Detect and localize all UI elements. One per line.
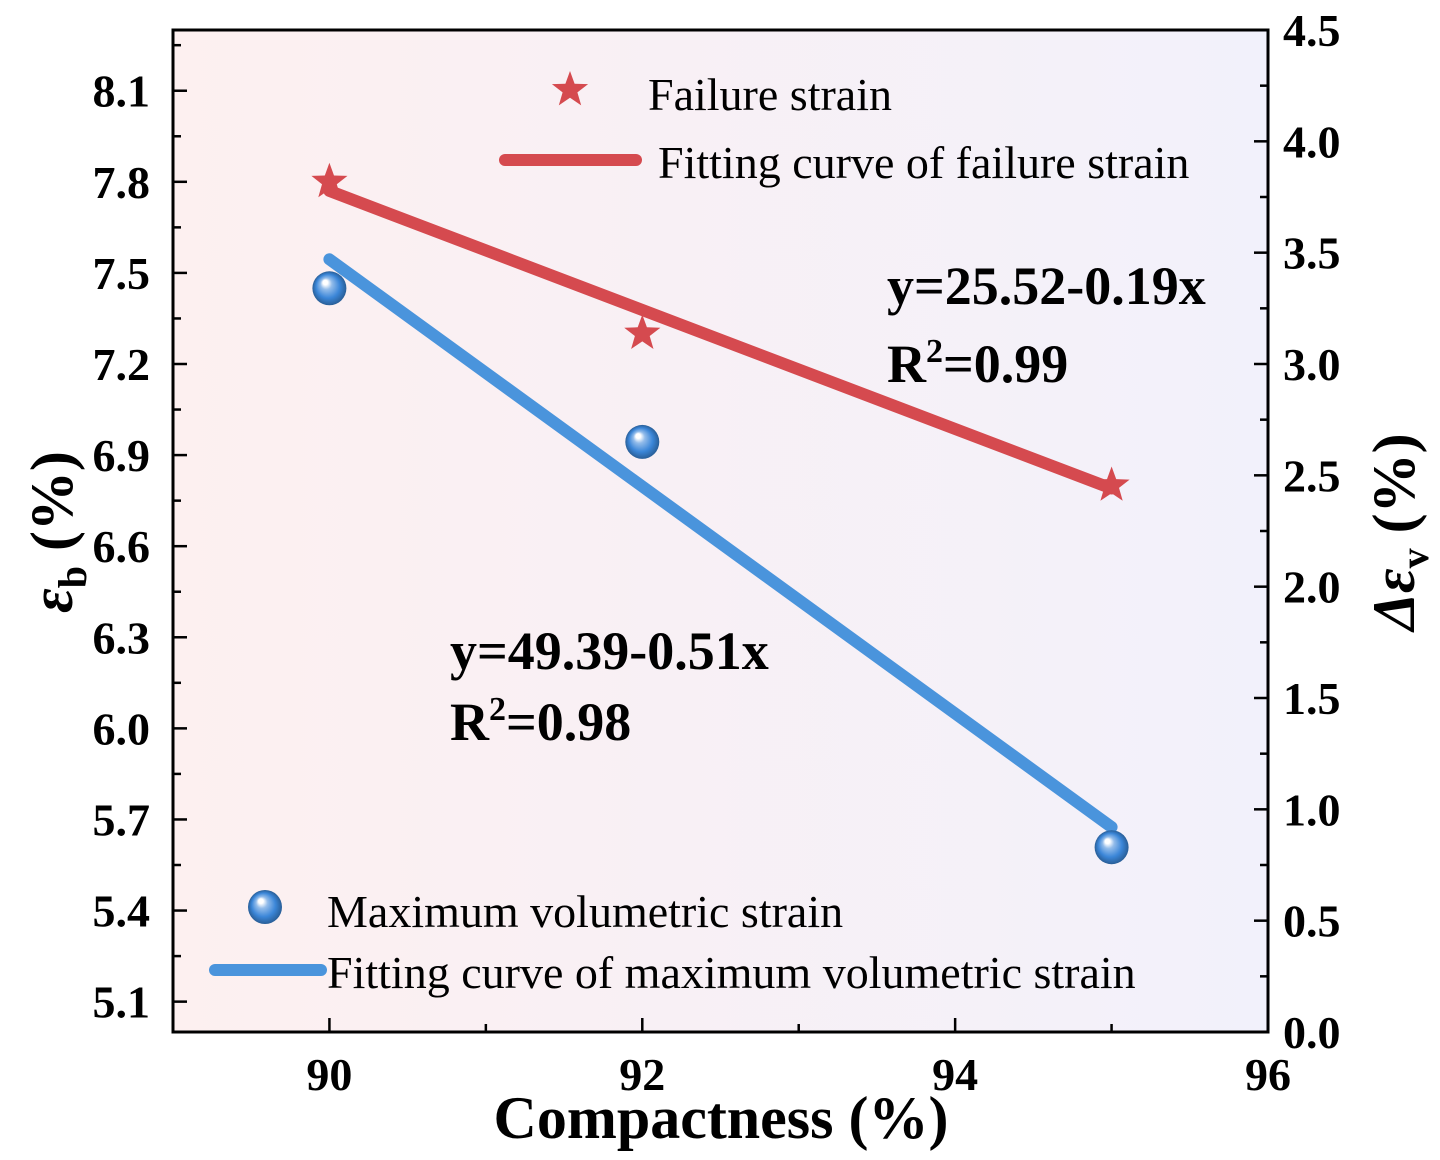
- point-maximum-volumetric-strain-92: [625, 424, 660, 459]
- fit-lines: [323, 184, 1118, 834]
- y-right-title-subscript: v: [1392, 548, 1437, 568]
- y-right-tick-label-4.5: 4.5: [1283, 5, 1341, 56]
- y-left-title-subscript: b: [50, 566, 95, 588]
- y-left-tick-label-6.9: 6.9: [93, 430, 151, 481]
- annotation-volumetric-r-power: 2: [489, 691, 506, 728]
- point-failure-strain-95: [1093, 466, 1130, 501]
- y-right-tick-label-1.5: 1.5: [1283, 673, 1341, 724]
- y-left-tick-label-6.6: 6.6: [93, 521, 151, 572]
- y-left-tick-label-7.2: 7.2: [93, 339, 151, 390]
- legend-swatch-maximum-volumetric-strain: [248, 890, 282, 924]
- y-left-tick-label-8.1: 8.1: [93, 66, 151, 117]
- legend-label-maximum-volumetric-strain: Maximum volumetric strain: [327, 886, 843, 937]
- y-left-tick-label-5.1: 5.1: [93, 977, 151, 1028]
- y-left-tick-label-7.5: 7.5: [93, 248, 151, 299]
- y-left-title-symbol: ε: [19, 588, 85, 613]
- y-left-tick-label-5.7: 5.7: [93, 795, 151, 846]
- x-tick-label-90: 90: [306, 1049, 352, 1100]
- point-maximum-volumetric-strain-95: [1094, 830, 1129, 865]
- y-left-tick-label-7.8: 7.8: [93, 157, 151, 208]
- y-right-title-unit: (%): [1361, 433, 1427, 548]
- legend-swatches: [209, 71, 642, 976]
- legend-top: Failure strain Fitting curve of failure …: [648, 69, 1189, 188]
- point-failure-strain-92: [624, 314, 661, 349]
- annotation-failure-equation: y=25.52-0.19x: [887, 256, 1206, 316]
- y-right-tick-label-3.0: 3.0: [1283, 339, 1341, 390]
- legend-swatch-failure-strain: [551, 71, 589, 106]
- y-left-title-unit: (%): [19, 451, 85, 566]
- annotation-failure-strain-fit: y=25.52-0.19x R2=0.99: [887, 256, 1206, 394]
- point-maximum-volumetric-strain-90: [312, 271, 347, 306]
- y-right-tick-label-2.5: 2.5: [1283, 450, 1341, 501]
- x-tick-label-94: 94: [932, 1049, 978, 1100]
- x-tick-label-96: 96: [1245, 1049, 1291, 1100]
- y-left-tick-label-6.3: 6.3: [93, 612, 151, 663]
- fit-line-fitting-curve-of-maximum-volumetric-strain: [323, 253, 1118, 834]
- y-right-tick-label-4.0: 4.0: [1283, 116, 1341, 167]
- fit-line-fitting-curve-of-failure-strain: [323, 184, 1118, 495]
- annotation-volumetric-r2: R2=0.98: [450, 691, 631, 752]
- y-right-tick-label-3.5: 3.5: [1283, 228, 1341, 279]
- annotation-failure-r-value: =0.99: [943, 334, 1068, 394]
- axis-ticks: [173, 28, 1270, 1034]
- data-markers: [311, 162, 1130, 865]
- annotation-failure-r-power: 2: [926, 333, 943, 370]
- annotation-volumetric-equation: y=49.39-0.51x: [450, 621, 769, 681]
- annotation-volumetric-r-value: =0.98: [506, 692, 631, 752]
- annotation-volumetric-strain-fit: y=49.39-0.51x R2=0.98: [450, 621, 769, 752]
- annotation-failure-r2: R2=0.99: [887, 333, 1068, 394]
- y-right-tick-label-0.0: 0.0: [1283, 1007, 1341, 1058]
- point-failure-strain-90: [311, 162, 348, 198]
- y-left-tick-label-5.4: 5.4: [93, 886, 151, 937]
- y-right-tick-label-0.5: 0.5: [1283, 896, 1341, 947]
- y-right-axis-title: Δεv (%): [1361, 433, 1437, 632]
- tick-labels: 90 92 94 96 5.1 5.4 5.7 6.0 6.3 6.6 6.9 7.2 7.5 7.8 8.…: [93, 5, 1341, 1100]
- legend-bottom: Maximum volumetric strain Fitting curve …: [327, 886, 1136, 998]
- x-tick-label-92: 92: [619, 1049, 665, 1100]
- x-axis-title: Compactness (%): [494, 1085, 949, 1151]
- y-right-tick-label-2.0: 2.0: [1283, 562, 1341, 613]
- legend-label-fitting-curve-maximum-volumetric-strain: Fitting curve of maximum volumetric stra…: [327, 947, 1136, 998]
- y-left-axis-title: εb (%): [19, 451, 95, 613]
- y-right-tick-label-1.0: 1.0: [1283, 784, 1341, 835]
- annotation-failure-r-symbol: R: [887, 334, 927, 394]
- annotation-volumetric-r-symbol: R: [450, 692, 490, 752]
- y-right-title-symbol: Δε: [1361, 568, 1427, 633]
- legend-label-failure-strain: Failure strain: [648, 69, 892, 120]
- legend-label-fitting-curve-failure-strain: Fitting curve of failure strain: [658, 137, 1189, 188]
- plot-frame: [171, 28, 1270, 1034]
- y-left-tick-label-6.0: 6.0: [93, 703, 151, 754]
